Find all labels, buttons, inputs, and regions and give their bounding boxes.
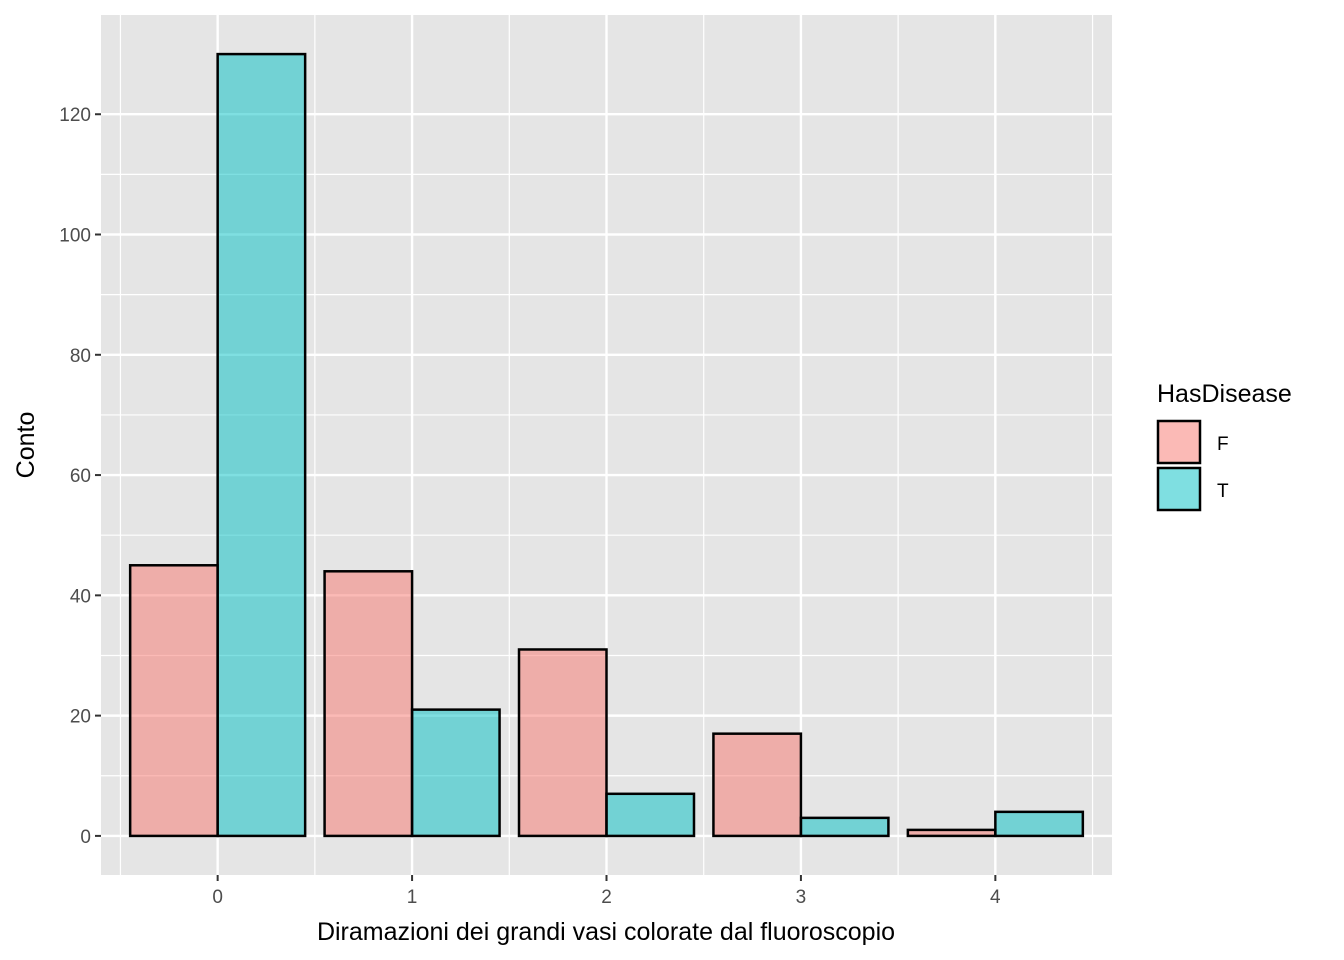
y-tick-label: 40 [70,586,91,607]
y-tick-label: 80 [70,346,91,367]
bar-f-4 [906,828,997,838]
bar-f-0 [128,564,219,838]
y-axis: 0 20 40 60 80 100 120 [59,105,101,848]
legend-key-t [1156,466,1202,512]
bar-t-4 [994,810,1085,838]
bar-f-3 [712,732,803,838]
legend-label-f: F [1217,434,1229,455]
bar-t-1 [410,708,501,838]
x-axis-title: Diramazioni dei grandi vasi colorate dal… [317,918,895,946]
x-axis: 0 1 2 3 4 [212,875,1001,908]
x-tick-label: 3 [796,887,807,908]
x-tick-label: 2 [601,887,612,908]
legend-key-f [1156,419,1202,465]
x-tick-label: 0 [212,887,223,908]
bar-t-2 [605,792,696,838]
bars [128,52,1085,838]
x-tick-label: 1 [407,887,418,908]
y-axis-title: Conto [12,412,40,479]
y-tick-label: 100 [59,226,91,247]
y-tick-label: 0 [80,827,91,848]
legend-label-t: T [1217,481,1229,502]
y-tick-label: 60 [70,466,91,487]
bar-f-1 [323,570,414,838]
legend: HasDisease F T [1156,380,1292,512]
bar-t-3 [799,816,890,838]
bar-f-2 [517,648,608,838]
bar-t-0 [216,52,307,838]
legend-title: HasDisease [1157,380,1292,408]
y-tick-label: 20 [70,707,91,728]
x-tick-label: 4 [990,887,1001,908]
y-tick-label: 120 [59,105,91,126]
